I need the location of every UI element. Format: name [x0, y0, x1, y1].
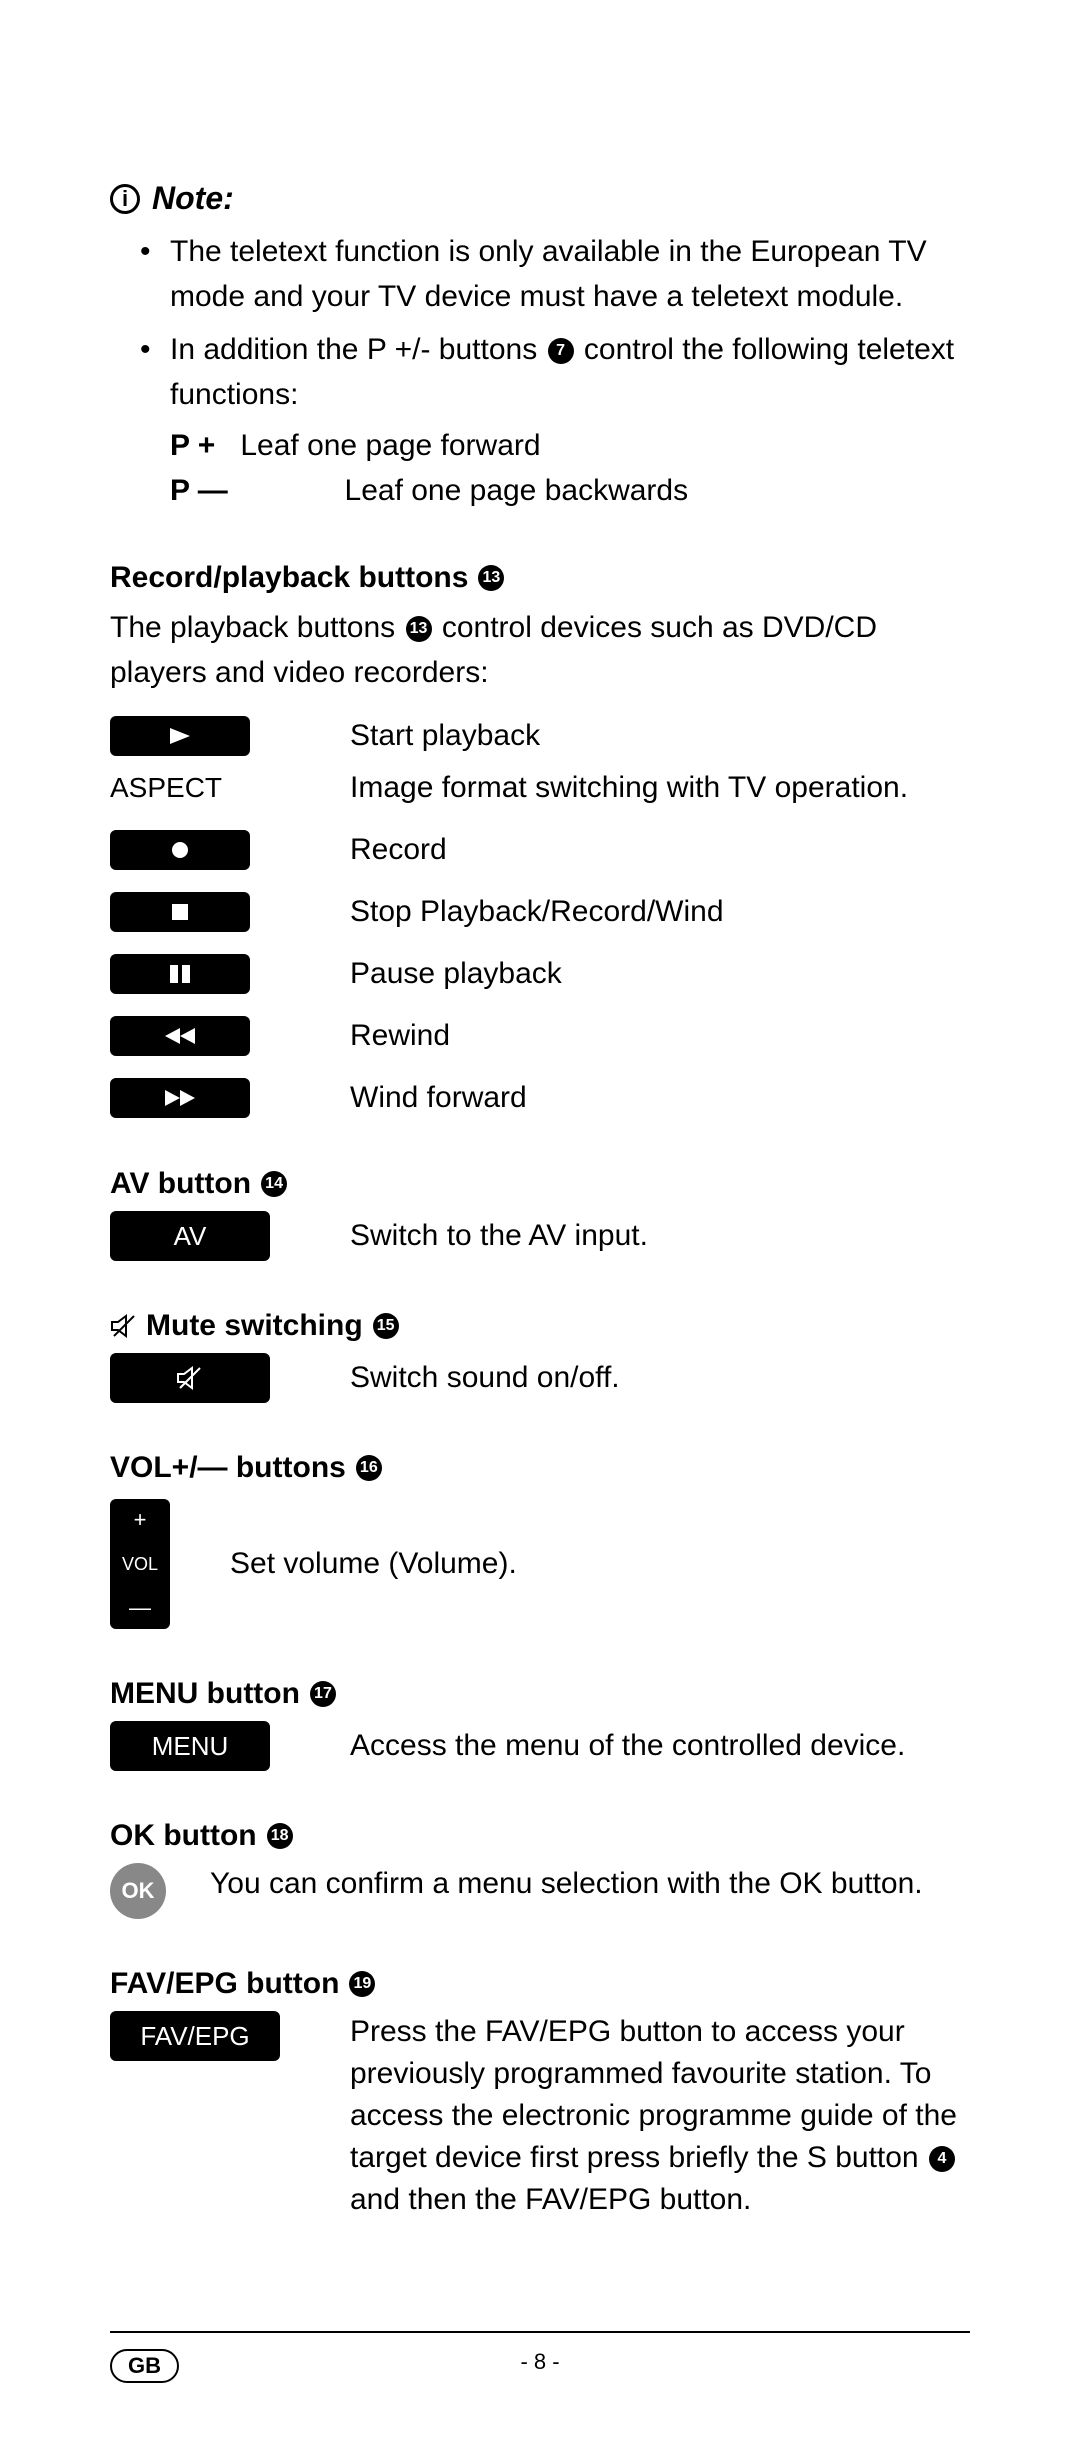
circled-number-18: 18	[267, 1823, 293, 1849]
fav-heading: FAV/EPG button 19	[110, 1967, 970, 2001]
vol-btn-label: VOL	[122, 1554, 158, 1575]
vol-desc: Set volume (Volume).	[230, 1543, 970, 1585]
fav-desc-pre: Press the FAV/EPG button to access your …	[350, 2015, 957, 2174]
record-intro-pre: The playback buttons	[110, 611, 404, 644]
vol-btn-minus: —	[129, 1595, 151, 1621]
menu-button-icon: MENU	[110, 1721, 270, 1771]
circled-number-14: 14	[261, 1171, 287, 1197]
record-button-icon	[110, 830, 250, 870]
menu-heading-text: MENU button	[110, 1677, 300, 1711]
mute-heading: Mute switching 15	[110, 1309, 970, 1343]
ok-heading-text: OK button	[110, 1819, 257, 1853]
ok-heading: OK button 18	[110, 1819, 970, 1853]
ok-button-label: OK	[122, 1878, 155, 1904]
rewind-button-icon	[110, 1016, 250, 1056]
record-desc: Record	[350, 829, 970, 871]
mute-heading-text: Mute switching	[146, 1309, 363, 1343]
vol-btn-plus: +	[134, 1507, 147, 1533]
aspect-label: ASPECT	[110, 772, 330, 804]
play-button-icon	[110, 716, 250, 756]
ok-button-icon: OK	[110, 1863, 166, 1919]
mute-desc: Switch sound on/off.	[350, 1357, 970, 1399]
stop-button-icon	[110, 892, 250, 932]
circled-number-16: 16	[356, 1455, 382, 1481]
page-number: - 8 -	[520, 2349, 559, 2375]
pause-button-icon	[110, 954, 250, 994]
av-heading: AV button 14	[110, 1167, 970, 1201]
circled-number-15: 15	[373, 1313, 399, 1339]
av-button-icon: AV	[110, 1211, 270, 1261]
circled-number-7: 7	[548, 338, 574, 364]
vol-heading: VOL+/— buttons 16	[110, 1451, 970, 1485]
p-minus-desc: Leaf one page backwards	[345, 474, 689, 507]
page-footer: GB - 8 -	[110, 2331, 970, 2375]
stop-desc: Stop Playback/Record/Wind	[350, 891, 970, 933]
fav-button-label: FAV/EPG	[140, 2021, 249, 2052]
circled-number-13: 13	[478, 565, 504, 591]
fav-desc-post: and then the FAV/EPG button.	[350, 2183, 751, 2216]
av-heading-text: AV button	[110, 1167, 251, 1201]
fav-button-icon: FAV/EPG	[110, 2011, 280, 2061]
region-badge: GB	[110, 2349, 179, 2383]
record-intro: The playback buttons 13 control devices …	[110, 605, 970, 695]
circled-number-17: 17	[310, 1681, 336, 1707]
av-button-label: AV	[174, 1221, 207, 1252]
record-heading-text: Record/playback buttons	[110, 561, 468, 595]
av-desc: Switch to the AV input.	[350, 1215, 970, 1257]
play-desc: Start playback	[350, 715, 970, 757]
circled-number-19: 19	[349, 1971, 375, 1997]
p-plus-label: P +	[170, 429, 215, 462]
fav-heading-text: FAV/EPG button	[110, 1967, 339, 2001]
info-icon: i	[110, 184, 140, 214]
note-header: i Note:	[110, 180, 970, 217]
rewind-desc: Rewind	[350, 1015, 970, 1057]
circled-number-4: 4	[929, 2146, 955, 2172]
vol-button-icon: + VOL —	[110, 1499, 170, 1629]
record-playback-heading: Record/playback buttons 13	[110, 561, 970, 595]
menu-button-label: MENU	[152, 1731, 229, 1762]
note-bullets: The teletext function is only available …	[110, 229, 970, 513]
note-bullet-1-text: The teletext function is only available …	[170, 235, 927, 313]
ok-desc: You can confirm a menu selection with th…	[210, 1863, 970, 1905]
fav-desc: Press the FAV/EPG button to access your …	[350, 2011, 970, 2221]
p-minus-label: P —	[170, 474, 228, 507]
aspect-desc: Image format switching with TV operation…	[350, 767, 970, 809]
mute-heading-icon	[110, 1312, 138, 1340]
circled-number-13b: 13	[406, 616, 432, 642]
note-title: Note:	[152, 180, 234, 217]
forward-button-icon	[110, 1078, 250, 1118]
p-plus-desc: Leaf one page forward	[240, 429, 540, 462]
menu-heading: MENU button 17	[110, 1677, 970, 1711]
pause-desc: Pause playback	[350, 953, 970, 995]
note-bullet-2-pre: In addition the P +/- buttons	[170, 333, 546, 366]
note-bullet-1: The teletext function is only available …	[140, 229, 970, 319]
menu-desc: Access the menu of the controlled device…	[350, 1725, 970, 1767]
mute-button-icon	[110, 1353, 270, 1403]
note-bullet-2: In addition the P +/- buttons 7 control …	[140, 327, 970, 513]
vol-heading-text: VOL+/— buttons	[110, 1451, 346, 1485]
forward-desc: Wind forward	[350, 1077, 970, 1119]
